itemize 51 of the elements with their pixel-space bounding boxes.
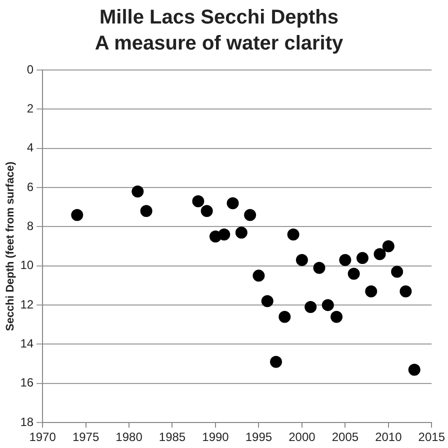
x-tick-label: 1995 bbox=[245, 430, 272, 444]
y-tick-label: 12 bbox=[20, 297, 34, 312]
point bbox=[322, 299, 334, 312]
point bbox=[339, 254, 352, 266]
point bbox=[192, 195, 204, 208]
point bbox=[140, 205, 152, 218]
point bbox=[330, 310, 343, 323]
point bbox=[200, 205, 213, 218]
point bbox=[356, 252, 368, 264]
x-tick-label: 1990 bbox=[202, 430, 230, 444]
point bbox=[252, 270, 265, 282]
point bbox=[218, 228, 230, 241]
point bbox=[408, 364, 420, 376]
point bbox=[348, 268, 360, 280]
x-tick-label: 1985 bbox=[158, 430, 186, 444]
x-tick-label: 1975 bbox=[72, 430, 100, 444]
point bbox=[374, 248, 386, 260]
point bbox=[261, 295, 274, 308]
y-tick-label: 16 bbox=[20, 376, 34, 390]
y-tick-label: 18 bbox=[20, 414, 34, 429]
point bbox=[226, 197, 239, 210]
point bbox=[391, 266, 404, 278]
y-tick-label: 6 bbox=[26, 180, 34, 194]
point bbox=[71, 208, 84, 221]
x-tick-label: 1970 bbox=[29, 430, 56, 444]
point bbox=[287, 228, 300, 241]
point bbox=[132, 185, 144, 198]
y-tick-label: 14 bbox=[20, 336, 34, 351]
point bbox=[270, 356, 282, 368]
point bbox=[382, 240, 394, 252]
y-tick-label: 2 bbox=[26, 101, 34, 116]
point bbox=[400, 285, 412, 298]
y-tick-label: 8 bbox=[26, 219, 34, 234]
x-tick-label: 1980 bbox=[116, 430, 143, 444]
point bbox=[296, 254, 308, 266]
y-tick-label: 0 bbox=[26, 62, 34, 76]
point bbox=[304, 301, 317, 314]
point bbox=[244, 208, 256, 221]
point bbox=[313, 262, 326, 274]
x-tick-label: 2010 bbox=[375, 430, 402, 444]
x-tick-label: 2000 bbox=[288, 430, 316, 444]
point bbox=[365, 285, 378, 298]
point bbox=[235, 226, 248, 239]
chart-title: Mille Lacs Secchi Depths bbox=[100, 6, 338, 29]
y-tick-label: 4 bbox=[26, 140, 34, 155]
y-tick-label: 10 bbox=[20, 258, 34, 272]
x-tick-label: 2005 bbox=[332, 430, 359, 444]
chart-subtitle: A measure of water clarity bbox=[94, 32, 344, 55]
point bbox=[278, 310, 291, 323]
x-tick-label: 2015 bbox=[418, 430, 446, 444]
y-axis-title: Secchi Depth (feet from surface) bbox=[4, 161, 17, 331]
